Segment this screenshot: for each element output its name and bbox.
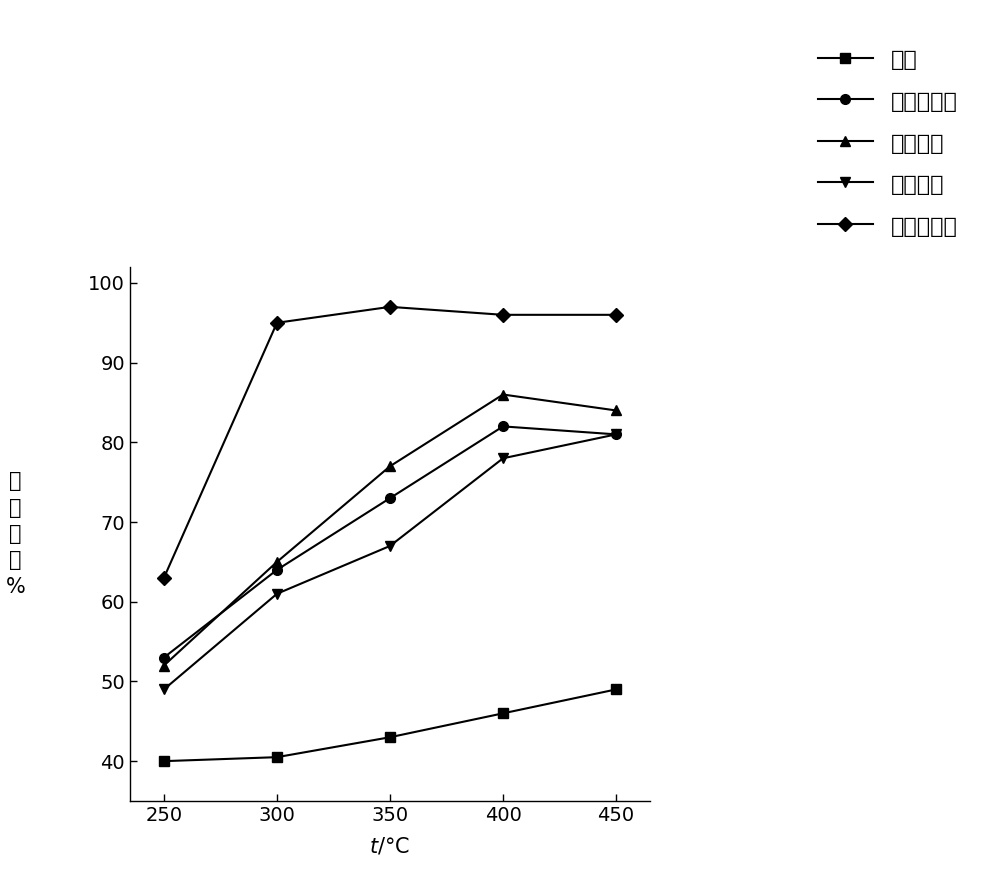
淋滤再生: [497, 453, 509, 464]
本发明再生: [271, 318, 283, 328]
失活: [271, 752, 283, 763]
Text: 脱
硝
效
率
%: 脱 硝 效 率 %: [6, 471, 25, 597]
Legend: 失活, 超声波再生, 鼓泡再生, 淋滤再生, 本发明再生: 失活, 超声波再生, 鼓泡再生, 淋滤再生, 本发明再生: [806, 37, 969, 247]
本发明再生: [497, 310, 509, 320]
鼓泡再生: [158, 660, 170, 671]
淋滤再生: [158, 684, 170, 695]
淋滤再生: [271, 588, 283, 599]
鼓泡再生: [384, 461, 396, 472]
本发明再生: [384, 302, 396, 312]
Line: 鼓泡再生: 鼓泡再生: [159, 390, 621, 670]
鼓泡再生: [610, 405, 622, 416]
鼓泡再生: [497, 389, 509, 400]
鼓泡再生: [271, 556, 283, 567]
X-axis label: $t$/°C: $t$/°C: [369, 836, 411, 857]
失活: [384, 732, 396, 742]
超声波再生: [158, 652, 170, 663]
超声波再生: [384, 493, 396, 504]
Line: 本发明再生: 本发明再生: [159, 302, 621, 583]
淋滤再生: [384, 540, 396, 551]
超声波再生: [610, 429, 622, 440]
Line: 失活: 失活: [159, 684, 621, 766]
Line: 淋滤再生: 淋滤再生: [159, 430, 621, 694]
本发明再生: [158, 572, 170, 583]
失活: [497, 708, 509, 718]
Line: 超声波再生: 超声波再生: [159, 422, 621, 662]
超声波再生: [271, 564, 283, 575]
淋滤再生: [610, 429, 622, 440]
失活: [158, 756, 170, 766]
失活: [610, 684, 622, 695]
本发明再生: [610, 310, 622, 320]
超声波再生: [497, 421, 509, 432]
